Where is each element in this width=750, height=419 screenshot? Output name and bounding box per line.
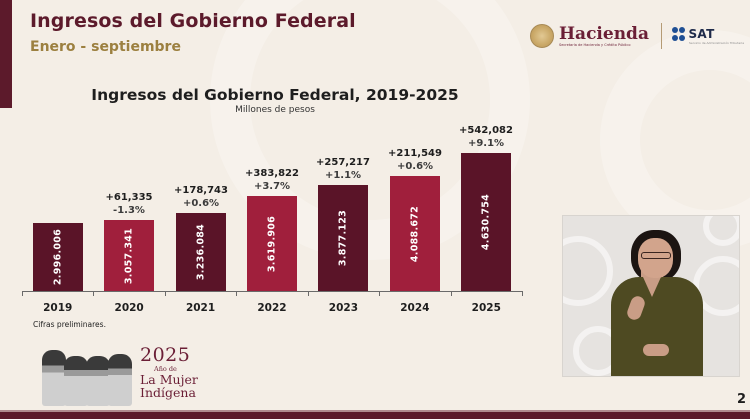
x-axis-tick [22,291,23,296]
header-logos: Hacienda Secretaría de Hacienda y Crédit… [530,20,744,52]
x-tick-label: 2025 [471,302,501,314]
page-number: 2 [736,392,746,407]
indigenous-women-illustration [40,344,135,406]
change-percent: -1.3% [113,204,145,216]
x-tick-label: 2020 [114,302,144,314]
x-axis-tick [93,291,94,296]
bar-change-annotation: +211,549 +0.6% [370,148,460,173]
bar-change-annotation: +257,217 +1.1% [298,157,388,182]
bar-column: 3.057.341 +61,335 -1.3% [104,120,154,291]
bar-change-annotation: +542,082 +9.1% [441,125,531,150]
sat-subtitle: Servicio de Administración Tributaria [688,41,745,45]
sat-name: SAT [688,27,715,41]
bar-column: 4.630.754 +542,082 +9.1% [459,120,513,291]
sat-logo: SAT Servicio de Administración Tributari… [671,27,745,45]
bar-2024: 4.088.672 [390,176,440,291]
sign-language-interpreter-video [562,215,740,377]
bar-value-label: 3.877.123 [337,209,349,267]
x-axis-tick [522,291,523,296]
bar-value-label: 4.630.754 [480,193,492,251]
bar-column: 3.619.906 +383,822 +3.7% [245,120,299,291]
x-tick-label: 2024 [400,302,430,314]
bar-column: 3.877.123 +257,217 +1.1% [316,120,370,291]
change-absolute: +61,335 [105,192,153,203]
year-logo-line3: Indígena [140,385,196,400]
x-tick-label: 2022 [257,302,287,314]
x-axis-tick [165,291,166,296]
change-percent: +9.1% [467,137,505,149]
x-axis-line [22,291,522,292]
year-logo-line2: La Mujer [140,372,198,387]
national-seal-icon [530,24,554,48]
change-absolute: +257,217 [316,157,370,168]
chart-title: Ingresos del Gobierno Federal, 2019-2025 [91,86,459,104]
hacienda-subtitle: Secretaría de Hacienda y Crédito Público [559,42,631,47]
bar-change-annotation: +383,822 +3.7% [227,168,317,193]
bar-2021: 3.236.084 [176,213,226,291]
glasses-icon [641,252,671,259]
bar-value-label: 3.236.084 [195,223,207,281]
year-of-indigenous-woman-logo: 2025 Año de La Mujer Indígena [140,344,198,400]
footnote: Cifras preliminares. [33,320,106,329]
change-absolute: +542,082 [459,125,513,136]
year-logo-line1: Año de [154,365,177,373]
hacienda-logo: Hacienda Secretaría de Hacienda y Crédit… [559,25,649,48]
hacienda-name: Hacienda [559,23,649,44]
change-absolute: +178,743 [174,185,228,196]
left-accent-band [0,0,12,108]
change-percent: +1.1% [324,169,362,181]
bar-value-label: 3.619.906 [266,215,278,272]
bar-value-label: 4.088.672 [409,205,421,262]
change-absolute: +211,549 [388,148,442,159]
x-axis-tick [379,291,380,296]
bar-chart-plot: 2.996.006 3.057.341 +61,335 -1.3% 3.236.084 +… [22,120,522,291]
logo-divider [660,23,662,49]
bar-column: 4.088.672 +211,549 +0.6% [388,120,442,291]
x-axis-tick [308,291,309,296]
bottom-accent-band [0,410,750,419]
change-percent: +3.7% [253,180,291,192]
change-percent: +0.6% [396,160,434,172]
bar-value-label: 3.057.341 [123,227,135,284]
bar-column: 3.236.084 +178,743 +0.6% [174,120,228,291]
x-tick-label: 2021 [185,302,216,314]
slide-title: Ingresos del Gobierno Federal [30,10,356,32]
bar-2023: 3.877.123 [318,185,368,291]
x-tick-label: 2019 [43,302,73,314]
bar-column: 2.996.006 [33,120,83,291]
x-tick-label: 2023 [328,302,359,314]
bar-change-annotation: +61,335 -1.3% [84,192,174,217]
slide-subtitle: Enero - septiembre [30,39,181,55]
bar-change-annotation: +178,743 +0.6% [156,185,246,210]
change-percent: +0.6% [182,197,220,209]
bar-2020: 3.057.341 [104,220,154,291]
bar-2025: 4.630.754 [461,153,511,291]
bar-2022: 3.619.906 [247,196,297,291]
bar-2019: 2.996.006 [33,223,83,291]
chart-subtitle: Millones de pesos [235,105,315,115]
sat-dots-icon [671,27,686,41]
x-axis-tick [451,291,452,296]
x-axis-tick [236,291,237,296]
year-logo-year: 2025 [140,344,191,366]
change-absolute: +383,822 [245,168,299,179]
bar-value-label: 2.996.006 [52,228,64,286]
